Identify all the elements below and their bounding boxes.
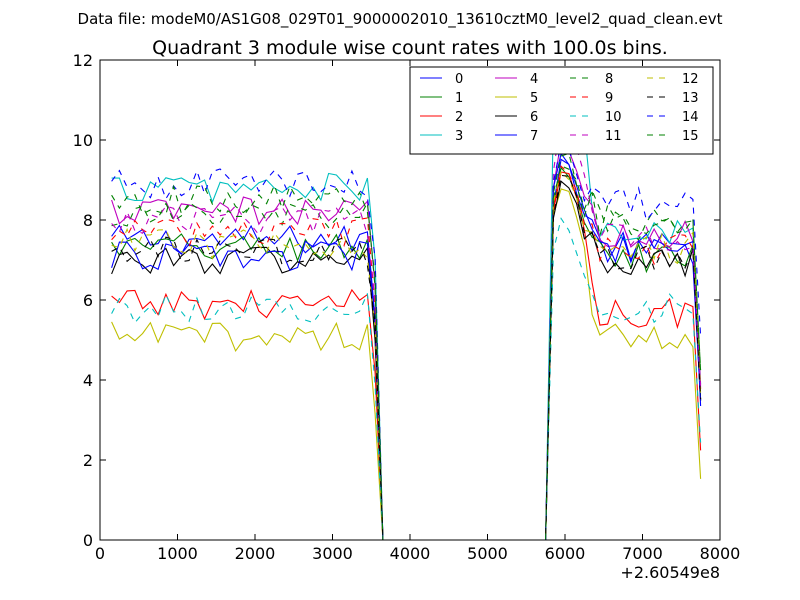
x-tick-label: 0 <box>95 544 105 563</box>
x-tick-label: 5000 <box>467 544 508 563</box>
legend-label-14: 14 <box>682 110 699 125</box>
x-tick-label: 8000 <box>700 544 741 563</box>
series-line-5 <box>111 188 702 541</box>
legend-label-2: 2 <box>455 110 463 125</box>
chart-title: Quadrant 3 module wise count rates with … <box>152 37 668 59</box>
legend-label-6: 6 <box>530 110 538 125</box>
x-tick-label: 3000 <box>312 544 353 563</box>
legend-label-13: 13 <box>682 91 699 106</box>
series-line-13 <box>111 174 702 541</box>
y-tick-label: 6 <box>83 291 93 310</box>
y-tick-label: 4 <box>83 371 93 390</box>
legend-label-3: 3 <box>455 129 463 144</box>
legend-frame <box>409 66 714 155</box>
x-tick-label: 6000 <box>545 544 586 563</box>
series-line-4 <box>111 139 702 541</box>
x-tick-label: 4000 <box>390 544 431 563</box>
series-line-0 <box>111 158 702 541</box>
legend-label-7: 7 <box>530 129 538 144</box>
series-line-7 <box>111 152 702 541</box>
legend-label-1: 1 <box>455 91 463 106</box>
x-tick-label: 2000 <box>235 544 276 563</box>
series-line-1 <box>111 166 702 541</box>
series-line-15 <box>111 152 702 541</box>
series-line-14 <box>111 142 702 541</box>
series-line-12 <box>111 169 702 541</box>
y-tick-label: 0 <box>83 531 93 550</box>
series-line-9 <box>111 165 702 541</box>
x-tick-label: 1000 <box>157 544 198 563</box>
legend-label-15: 15 <box>682 129 699 144</box>
y-tick-label: 8 <box>83 211 93 230</box>
y-tick-label: 2 <box>83 451 93 470</box>
axis-ticks: 0 1000 2000 3000 4000 5000 6000 7000 80000246810… <box>73 51 741 563</box>
x-offset-label: +2.60549e8 <box>620 563 720 582</box>
legend-label-5: 5 <box>530 91 538 106</box>
series-line-2 <box>111 171 702 541</box>
series-line-6 <box>111 180 702 541</box>
x-tick-label: 7000 <box>622 544 663 563</box>
legend-label-4: 4 <box>530 72 538 87</box>
y-tick-label: 12 <box>73 51 93 70</box>
series-line-10 <box>111 217 702 541</box>
legend-label-11: 11 <box>605 129 622 144</box>
legend-label-10: 10 <box>605 110 622 125</box>
legend-label-9: 9 <box>605 91 613 106</box>
legend-label-0: 0 <box>455 72 463 87</box>
y-tick-label: 10 <box>73 131 93 150</box>
legend-label-12: 12 <box>682 72 699 87</box>
legend-label-8: 8 <box>605 72 613 87</box>
suptitle: Data file: modeM0/AS1G08_029T01_90000020… <box>78 10 723 29</box>
series-line-8 <box>111 165 702 541</box>
